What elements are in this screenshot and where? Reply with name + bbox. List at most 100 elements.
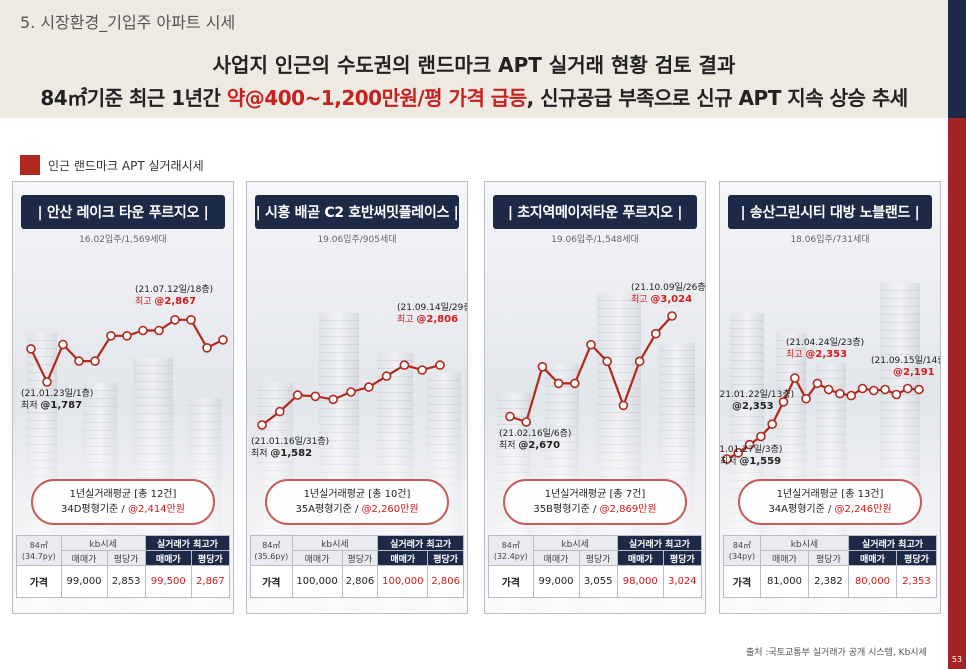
high-value: @3,024 <box>650 294 693 305</box>
average-title: 1년실거래평균 [총 10건] <box>303 489 411 500</box>
complex-info: 19.06입주/1,548세대 <box>551 235 639 245</box>
headline-highlight: 약@400~1,200만원/평 가격 급등 <box>226 86 527 110</box>
price-data-point <box>880 384 890 395</box>
price-data-point <box>756 431 766 442</box>
area-label: 84㎡ <box>732 540 752 550</box>
low-label: 최저 <box>499 441 519 451</box>
price-data-point <box>618 400 629 411</box>
real-header: 실거래가 최고가 <box>847 535 938 551</box>
price-data-point <box>801 393 811 404</box>
section-title: 5. 시장환경_기입주 아파트 시세 <box>20 13 236 32</box>
price-data-point <box>417 365 427 375</box>
price-data-point <box>292 390 303 400</box>
col-per: 평당가 <box>106 550 146 566</box>
area-label: 84㎡ <box>29 540 48 550</box>
col-sale: 매매가 <box>847 550 897 566</box>
price-data-point <box>790 373 800 383</box>
price-data-point <box>346 387 356 397</box>
price-data-point <box>202 343 212 353</box>
high-annotation: (21.04.24일/23층) 최고 @2,353 <box>786 337 864 361</box>
complex-panel-songsan: | 송산그린시티 대방 노블랜드 | 18.06입주/731세대 (21.04.… <box>719 181 941 614</box>
kb-header: kb시세 <box>291 535 379 551</box>
low-date: (21.01.16일/31층) <box>251 437 330 447</box>
high-annotation: (21.09.14일/29층) 최고 @2,806 <box>397 302 467 326</box>
row-label: 가격 <box>723 565 761 598</box>
complex-info: 19.06입주/905세대 <box>317 235 397 245</box>
area-py: (34.7py) <box>21 551 56 561</box>
area-py: (32.4py) <box>493 551 528 561</box>
price-data-point <box>767 419 778 429</box>
price-data-point <box>722 454 732 464</box>
high-value: @2,806 <box>416 314 459 325</box>
low-date: (21.01.23일/1층) <box>21 389 94 399</box>
col-sale: 매매가 <box>616 550 664 566</box>
price-line-chart <box>257 360 445 430</box>
average-value: @2,414만원 <box>127 504 185 515</box>
kb-per: 2,382 <box>807 565 849 598</box>
price-data-point <box>328 394 338 405</box>
average-title: 1년실거래평균 [총 7건] <box>544 489 646 500</box>
annual-average-box: 1년실거래평균 [총 13건] 34A평형기준 / @2,246만원 <box>738 479 922 525</box>
price-table: 84㎡ (34.7py) kb시세 실거래가 최고가 매매가 평당가 매매가 평당… <box>16 535 231 598</box>
price-data-point <box>74 356 84 366</box>
average-value: @2,869만원 <box>599 504 657 515</box>
average-title: 1년실거래평균 [총 13건] <box>776 489 884 500</box>
extra-annotation: (21.01.22일/13층) @2,353 <box>720 389 794 413</box>
kb-header: kb시세 <box>532 535 618 551</box>
average-value: @2,260만원 <box>361 504 419 515</box>
average-basis: 35B평형기준 / <box>533 504 600 515</box>
kb-per: 2,853 <box>106 565 146 598</box>
low-annotation: (21.02.16일/6층) 최저 @2,670 <box>499 428 571 452</box>
price-data-point <box>902 383 913 394</box>
price-data-point <box>42 377 52 387</box>
price-data-point <box>553 378 564 389</box>
recent-value: @2,191 <box>893 367 935 378</box>
price-data-point <box>733 447 744 458</box>
complex-name: | 시흥 배곧 C2 호반써밋플레이스 | <box>255 195 459 229</box>
annual-average-box: 1년실거래평균 [총 12건] 34D평형기준 / @2,414만원 <box>31 479 215 525</box>
low-value: @1,582 <box>270 448 313 459</box>
average-basis: 35A평형기준 / <box>295 504 362 515</box>
price-data-point <box>154 325 164 336</box>
high-label: 최고 <box>135 297 155 307</box>
average-basis: 34A평형기준 / <box>768 504 835 515</box>
high-date: (21.10.09일/26층) <box>631 283 706 293</box>
low-value: @2,670 <box>518 440 561 451</box>
low-value: @1,559 <box>739 456 782 467</box>
headline-line-2: 84㎡기준 최근 1년간 약@400~1,200만원/평 가격 급등, 신규공급… <box>0 82 948 111</box>
legend: 인근 랜드마크 APT 실거래시세 <box>20 155 204 175</box>
complex-name: | 초지역메이저타운 푸르지오 | <box>493 195 697 229</box>
high-label: 최고 <box>786 350 806 360</box>
high-value: @2,353 <box>805 349 848 360</box>
headline-line-1: 사업지 인근의 수도권의 랜드마크 APT 실거래 현황 검토 결과 <box>212 53 736 77</box>
price-table: 84㎡ (35.6py) kb시세 실거래가 최고가 매매가 평당가 매매가 평당… <box>250 535 464 598</box>
price-data-point <box>846 390 856 401</box>
low-annotation: (21.01.23일/1층) 최저 @1,787 <box>21 388 93 412</box>
price-data-point <box>106 331 116 341</box>
kb-sale: 99,000 <box>532 565 580 598</box>
low-annotation: (21.01.27일/3층) 최저 @1,559 <box>720 444 782 468</box>
high-date: (21.04.24일/23층) <box>786 338 865 348</box>
price-data-point <box>634 356 645 367</box>
col-per: 평당가 <box>427 550 464 566</box>
price-data-point <box>505 411 515 422</box>
high-label: 최고 <box>631 295 651 305</box>
low-annotation: (21.01.16일/31층) 최저 @1,582 <box>251 436 329 460</box>
price-data-point <box>812 378 823 389</box>
col-sale: 매매가 <box>532 550 580 566</box>
side-accent-navy <box>948 0 966 118</box>
price-data-point <box>58 339 68 350</box>
price-data-point <box>186 315 196 325</box>
col-per: 평당가 <box>895 550 938 566</box>
price-table: 84㎡ (32.4py) kb시세 실거래가 최고가 매매가 평당가 매매가 평당… <box>488 535 703 598</box>
price-data-point <box>891 389 902 400</box>
high-value: @2,867 <box>154 296 197 307</box>
price-line-chart <box>722 373 924 464</box>
price-data-point <box>521 417 532 427</box>
real-per: 2,806 <box>427 565 464 598</box>
col-sale: 매매가 <box>60 550 108 566</box>
extra-value: @2,353 <box>732 401 774 412</box>
low-label: 최저 <box>720 457 740 467</box>
price-table: 84㎡ (34py) kb시세 실거래가 최고가 매매가 평당가 매매가 평당가 … <box>723 535 938 598</box>
complex-name: | 안산 레이크 타운 푸르지오 | <box>21 195 225 229</box>
